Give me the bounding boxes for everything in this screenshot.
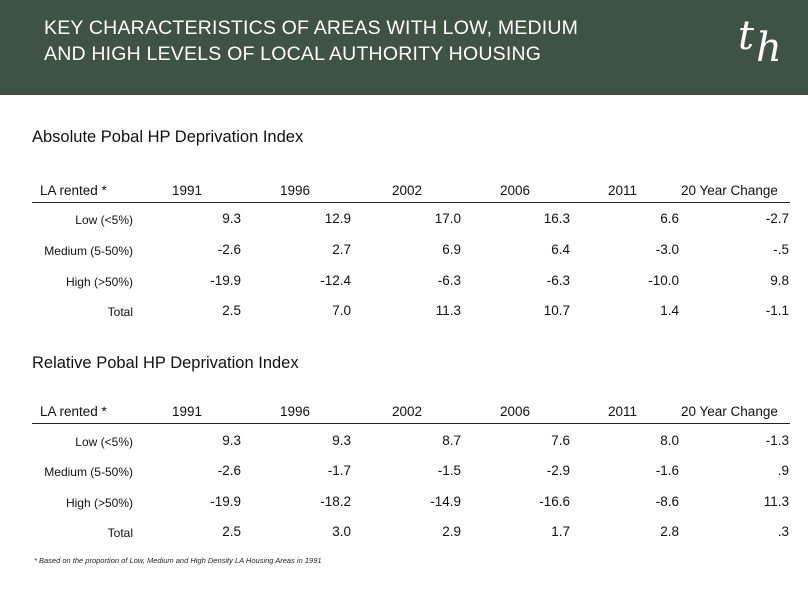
table-cell: -16.6: [539, 494, 570, 509]
table-cell: 2.7: [332, 242, 351, 257]
column-header: 2006: [500, 404, 531, 419]
table-cell: -1.7: [327, 463, 351, 478]
table-cell: 8.7: [442, 433, 461, 448]
row-label: Low (<5%): [75, 213, 133, 227]
relative-index-title: Relative Pobal HP Deprivation Index: [32, 354, 299, 372]
table-cell: 16.3: [543, 211, 570, 226]
column-header-la-rented: LA rented *: [40, 183, 107, 198]
table-cell: -6.3: [546, 273, 570, 288]
table-cell: -6.3: [437, 273, 461, 288]
column-header: 1991: [172, 404, 203, 419]
absolute-index-title: Absolute Pobal HP Deprivation Index: [32, 128, 304, 146]
table-cell: 11.3: [435, 303, 461, 318]
table-header-row: [32, 178, 790, 203]
logo-letter-h: h: [756, 25, 782, 71]
table-header-row: [32, 399, 790, 424]
table-cell: -1.3: [765, 433, 789, 448]
table-cell: 9.3: [222, 433, 241, 448]
table-cell: .9: [777, 463, 789, 478]
column-header: 20 Year Change: [681, 183, 778, 198]
row-label: High (>50%): [65, 275, 133, 289]
row-label: High (>50%): [65, 496, 133, 510]
table-cell: -8.6: [655, 494, 679, 509]
slide-title: KEY CHARACTERISTICS OF AREAS WITH LOW, M…: [44, 15, 684, 67]
table-cell: -19.9: [210, 273, 241, 288]
table-cell: 2.5: [222, 524, 241, 539]
table-cell: 3.0: [332, 524, 351, 539]
column-header: 2011: [608, 183, 638, 198]
row-label: Total: [107, 526, 133, 540]
column-header: 20 Year Change: [681, 404, 778, 419]
table-cell: -3.0: [655, 242, 679, 257]
table-cell: -2.6: [217, 463, 241, 478]
table-cell: -1.1: [765, 303, 789, 318]
slide-title-line-1: KEY CHARACTERISTICS OF AREAS WITH LOW, M…: [44, 17, 579, 39]
row-label: Medium (5-50%): [44, 244, 133, 258]
column-header: 1996: [280, 183, 311, 198]
footnote: * Based on the proportion of Low, Medium…: [34, 556, 322, 565]
table-cell: -.5: [773, 242, 789, 257]
table-cell: -14.9: [430, 494, 461, 509]
table-cell: 9.3: [222, 211, 241, 226]
table-cell: 8.0: [660, 433, 679, 448]
table-cell: -12.4: [320, 273, 351, 288]
row-label: Low (<5%): [75, 435, 133, 449]
row-label: Medium (5-50%): [44, 465, 133, 479]
table-cell: 2.9: [442, 524, 461, 539]
table-cell: -2.7: [765, 211, 789, 226]
table-cell: -10.0: [648, 273, 679, 288]
table-cell: 1.4: [660, 303, 679, 318]
table-cell: 7.0: [332, 303, 351, 318]
table-cell: 2.5: [222, 303, 241, 318]
title-banner: KEY CHARACTERISTICS OF AREAS WITH LOW, M…: [0, 0, 808, 95]
table-cell: -1.5: [437, 463, 461, 478]
table-cell: 17.0: [434, 211, 461, 226]
table-cell: 1.7: [551, 524, 570, 539]
table-cell: .3: [777, 524, 789, 539]
table-cell: 10.7: [543, 303, 570, 318]
table-cell: -1.6: [655, 463, 679, 478]
column-header: 1996: [280, 404, 311, 419]
column-header: 2011: [608, 404, 638, 419]
table-cell: -2.6: [217, 242, 241, 257]
column-header: 2006: [500, 183, 531, 198]
table-cell: 2.8: [660, 524, 679, 539]
row-label: Total: [107, 305, 133, 319]
table-cell: 11.3: [763, 494, 789, 509]
th-logo: t h: [738, 16, 788, 70]
logo-letter-t: t: [738, 13, 755, 59]
column-header: 2002: [392, 183, 423, 198]
table-cell: -19.9: [210, 494, 241, 509]
column-header-la-rented: LA rented *: [40, 404, 107, 419]
table-cell: -2.9: [546, 463, 570, 478]
table-cell: 6.4: [551, 242, 570, 257]
table-cell: 9.8: [770, 273, 789, 288]
table-cell: 12.9: [324, 211, 351, 226]
column-header: 1991: [172, 183, 203, 198]
table-cell: 9.3: [332, 433, 351, 448]
table-cell: -18.2: [320, 494, 351, 509]
slide-title-line-2: AND HIGH LEVELS OF LOCAL AUTHORITY HOUSI…: [44, 43, 542, 65]
table-cell: 6.6: [660, 211, 679, 226]
table-cell: 7.6: [551, 433, 570, 448]
table-cell: 6.9: [442, 242, 461, 257]
column-header: 2002: [392, 404, 423, 419]
